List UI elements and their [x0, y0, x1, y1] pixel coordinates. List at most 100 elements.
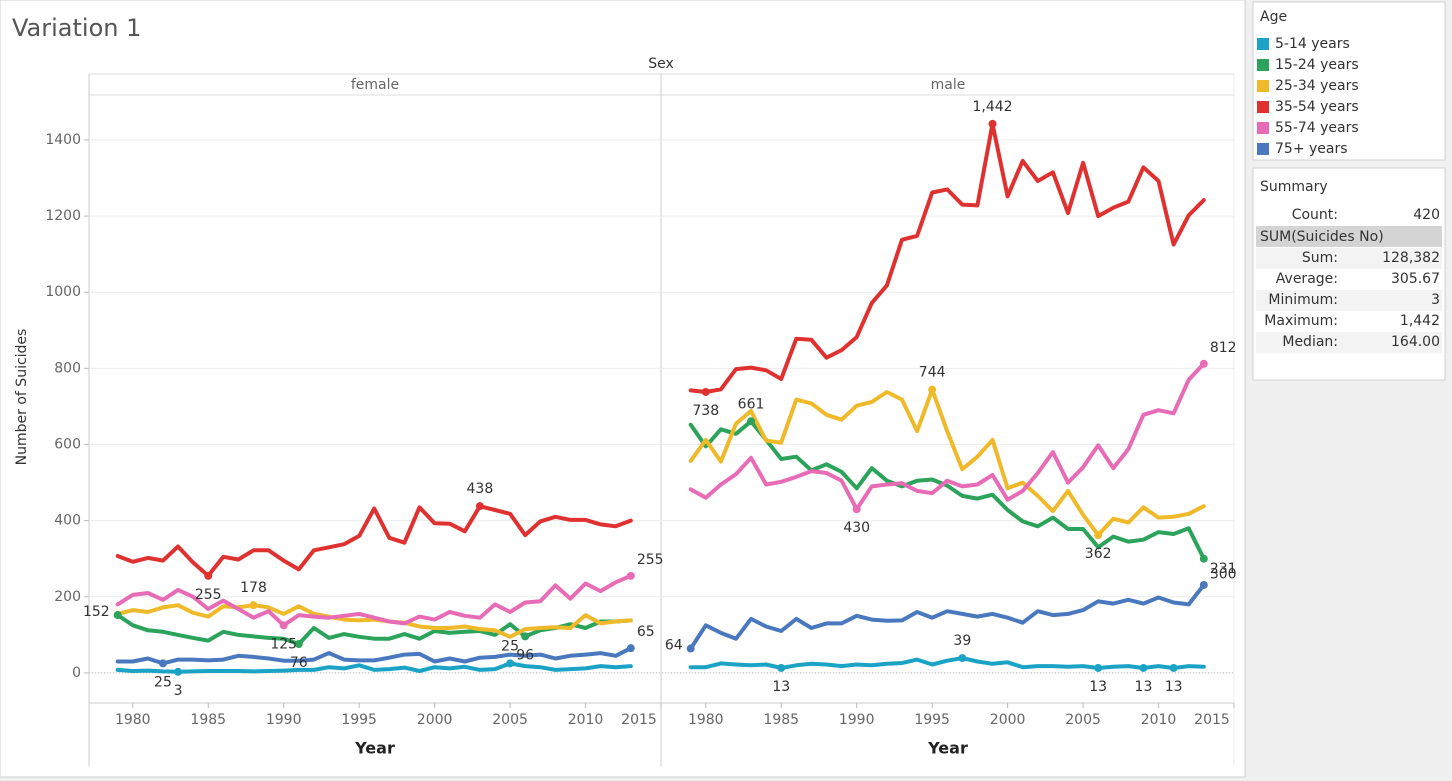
point-marker [988, 119, 997, 128]
legend-swatch [1257, 143, 1269, 155]
point-marker [1139, 663, 1148, 672]
value-label: 255 [195, 587, 222, 603]
y-tick-label: 1000 [45, 284, 81, 300]
y-tick-label: 800 [54, 360, 81, 376]
value-label: 13 [772, 679, 790, 695]
value-label: 430 [843, 520, 870, 536]
panel-header: female [351, 77, 399, 93]
value-label: 255 [637, 552, 664, 568]
point-marker [747, 417, 756, 426]
summary-row-bg [1256, 248, 1442, 269]
point-marker [928, 385, 937, 394]
series-line [688, 419, 1206, 561]
value-label: 738 [692, 403, 719, 419]
value-label: 744 [919, 365, 946, 381]
panel-header: male [931, 77, 966, 93]
value-label: 438 [467, 481, 494, 497]
series-line [115, 573, 633, 628]
value-label: 661 [738, 396, 765, 412]
x-tick-label: 2000 [990, 712, 1026, 728]
x-tick-label: 2015 [1194, 712, 1230, 728]
y-tick-label: 400 [54, 513, 81, 529]
value-label: 13 [1089, 679, 1107, 695]
value-label: 76 [290, 655, 308, 671]
value-label: 152 [83, 604, 110, 620]
point-marker [852, 505, 861, 514]
series-line [688, 656, 1206, 670]
point-marker [158, 659, 167, 668]
legend-label: 15-24 years [1275, 57, 1359, 73]
point-marker [701, 387, 710, 396]
point-marker [174, 667, 183, 676]
x-tick-label: 1990 [266, 712, 302, 728]
y-tick-label: 0 [72, 665, 81, 681]
summary-value: 1,442 [1400, 313, 1440, 329]
point-marker [204, 571, 213, 580]
y-tick-label: 1200 [45, 208, 81, 224]
sheet-title: Variation 1 [12, 14, 141, 42]
legend-swatch [1257, 101, 1269, 113]
point-marker [1094, 531, 1103, 540]
summary-value: 3 [1431, 292, 1440, 308]
value-label: 65 [637, 624, 655, 640]
value-label: 231 [1210, 561, 1237, 577]
value-label: 300 [1210, 567, 1237, 583]
point-marker [1199, 359, 1208, 368]
summary-label: Minimum: [1268, 292, 1338, 308]
y-tick-label: 200 [54, 589, 81, 605]
legend-label: 55-74 years [1275, 120, 1359, 136]
x-axis-label: Year [927, 739, 968, 758]
summary-value: 305.67 [1391, 271, 1440, 287]
point-marker [506, 659, 515, 668]
legend-title: Age [1260, 9, 1287, 25]
x-tick-label: 2015 [621, 712, 657, 728]
summary-label: Median: [1282, 334, 1338, 350]
legend-box [1252, 1, 1446, 161]
column-header: Sex [648, 56, 674, 72]
summary-value: 164.00 [1391, 334, 1440, 350]
y-tick-label: 1400 [45, 132, 81, 148]
summary-label: Sum: [1302, 250, 1338, 266]
point-marker [475, 502, 484, 511]
legend-swatch [1257, 59, 1269, 71]
y-tick-label: 600 [54, 436, 81, 452]
value-label: 1,442 [972, 99, 1012, 115]
value-label: 64 [665, 638, 683, 654]
point-marker [1094, 663, 1103, 672]
legend-label: 35-54 years [1275, 99, 1359, 115]
series-line [688, 361, 1206, 512]
value-label: 39 [953, 633, 971, 649]
value-label: 96 [516, 647, 534, 663]
legend-swatch [1257, 80, 1269, 92]
summary-field-bg [1256, 226, 1442, 247]
point-marker [1169, 663, 1178, 672]
point-marker [1199, 554, 1208, 563]
point-marker [279, 621, 288, 630]
summary-label: Count: [1292, 207, 1338, 223]
point-marker [113, 611, 122, 620]
y-axis-label: Number of Suicides [14, 329, 30, 466]
value-label: 25 [154, 674, 172, 690]
series-line [115, 646, 633, 666]
x-tick-label: 2005 [1065, 712, 1101, 728]
x-tick-label: 1980 [688, 712, 724, 728]
point-marker [294, 639, 303, 648]
value-label: 812 [1210, 340, 1237, 356]
x-tick-label: 2010 [568, 712, 604, 728]
series-line [115, 661, 633, 674]
x-tick-label: 1995 [914, 712, 950, 728]
series-line [115, 504, 633, 578]
value-label: 25 [501, 638, 519, 654]
value-label: 3 [174, 683, 183, 699]
x-tick-label: 1980 [115, 712, 151, 728]
value-label: 13 [1135, 679, 1153, 695]
x-tick-label: 1985 [763, 712, 799, 728]
series-line [688, 583, 1206, 651]
x-tick-label: 1985 [190, 712, 226, 728]
series-line [688, 121, 1206, 394]
point-marker [521, 632, 530, 641]
x-tick-label: 1995 [341, 712, 377, 728]
worksheet [0, 0, 1246, 778]
summary-row-bg [1256, 332, 1442, 353]
point-marker [249, 601, 258, 610]
